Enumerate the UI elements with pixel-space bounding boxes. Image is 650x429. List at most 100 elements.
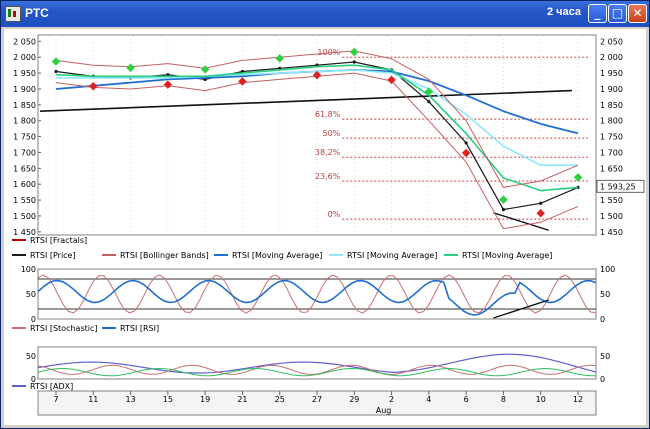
legend-label: RTSI [Bollinger Bands] — [120, 251, 209, 260]
fibonacci-level-label: 23,6% — [315, 172, 341, 181]
y-tick-label-right: 1 750 — [600, 133, 623, 142]
x-tick-label: 6 — [464, 395, 469, 404]
legend-label: RTSI [Moving Average] — [347, 251, 437, 260]
title-bar[interactable]: РТС 2 часа _ □ ✕ — [1, 1, 649, 27]
fractal-up-marker — [499, 195, 508, 204]
y-tick-label-left: 1 900 — [13, 85, 36, 94]
osc-tick-left: 0 — [31, 315, 36, 324]
y-tick-label-left: 1 550 — [13, 196, 36, 205]
y-tick-label-right: 2 050 — [600, 37, 623, 46]
x-tick-label: 8 — [501, 395, 506, 404]
x-tick-label: 4 — [426, 395, 431, 404]
adx-tick-left: 50 — [26, 352, 36, 361]
price-point — [464, 141, 468, 145]
x-tick-label: 13 — [125, 395, 135, 404]
y-tick-label-right: 2 000 — [600, 53, 623, 62]
price-point — [166, 73, 170, 77]
legend-label: RTSI [Moving Average] — [232, 251, 322, 260]
x-tick-label: 29 — [349, 395, 359, 404]
price-point — [54, 69, 58, 74]
fractal-down-marker — [461, 148, 471, 158]
adx-line — [37, 353, 597, 374]
fractal-down-marker — [89, 82, 98, 91]
price-point — [539, 201, 543, 205]
x-tick-label: 27 — [312, 395, 322, 404]
osc-tick-right: 100 — [600, 265, 615, 274]
x-tick-label: 25 — [275, 395, 285, 404]
last-price-box — [596, 179, 645, 193]
divergence-trendline — [493, 212, 549, 231]
fibonacci-level-label: 50% — [323, 129, 341, 138]
adx-tick-right: 50 — [600, 352, 610, 361]
y-tick-label-left: 2 050 — [13, 37, 36, 46]
price-point — [352, 60, 356, 64]
y-tick-label-left: 1 850 — [13, 101, 36, 110]
x-tick-label: 10 — [536, 395, 546, 404]
maximize-button[interactable]: □ — [608, 4, 627, 23]
y-tick-label-right: 1 650 — [600, 164, 623, 173]
stochastic-line — [37, 274, 597, 314]
price-point — [501, 208, 506, 212]
osc-tick-left: 100 — [21, 265, 36, 274]
y-tick-label-left: 1 750 — [13, 133, 36, 142]
window-title: РТС — [25, 6, 49, 20]
x-tick-label: 15 — [163, 395, 173, 404]
fibonacci-level-label: 0% — [328, 210, 341, 219]
adx-di-plus-line — [37, 367, 597, 377]
close-button[interactable]: ✕ — [628, 4, 647, 23]
y-tick-label-left: 1 450 — [13, 228, 36, 237]
legend-label: RTSI [Fractals] — [30, 236, 87, 245]
fractal-up-marker — [126, 63, 135, 73]
y-tick-label-left: 1 700 — [13, 148, 36, 157]
timeframe-label: 2 часа — [546, 6, 581, 18]
osc-tick-right: 50 — [600, 290, 610, 299]
chart-app-icon — [5, 6, 21, 22]
fractal-up-marker — [275, 54, 284, 63]
y-tick-label-left: 1 600 — [13, 180, 36, 189]
x-tick-label: 11 — [88, 395, 98, 404]
price-point — [427, 100, 431, 104]
fractal-down-marker — [387, 75, 396, 85]
fractal-up-marker — [424, 87, 434, 96]
x-axis-month-label: Aug — [376, 406, 392, 415]
osc-tick-left: 50 — [26, 290, 36, 299]
x-tick-label: 19 — [200, 395, 210, 404]
legend-label: RTSI [Stochastic] — [30, 324, 98, 333]
bollinger-upper-line — [55, 50, 579, 188]
y-tick-label-left: 2 000 — [13, 53, 36, 62]
y-tick-label-right: 1 500 — [600, 212, 623, 221]
x-tick-label: 7 — [53, 395, 58, 404]
x-tick-label: 2 — [389, 395, 394, 404]
legend-label: RTSI [RSI] — [120, 324, 159, 333]
osc-tick-right: 0 — [600, 315, 605, 324]
x-tick-label: 12 — [573, 395, 583, 404]
fractal-down-marker — [238, 77, 247, 86]
legend-label: RTSI [Moving Average] — [462, 251, 552, 260]
adx-tick-left: 0 — [31, 375, 36, 384]
series-line-moving-average-3 — [55, 64, 579, 192]
y-tick-label-right: 1 550 — [600, 196, 623, 205]
fibonacci-level-label: 61,8% — [315, 110, 341, 119]
fractal-up-marker — [350, 47, 359, 57]
y-tick-label-right: 1 900 — [600, 85, 623, 94]
fibonacci-level-label: 38,2% — [315, 148, 341, 157]
y-tick-label-left: 1 500 — [13, 212, 36, 221]
x-tick-label: 21 — [237, 395, 247, 404]
support-trendline — [39, 89, 573, 112]
fractal-down-marker — [312, 70, 322, 80]
chart-area: 2 050 2 050 2 000 2 000 1 950 1 950 1 900 1 900… — [4, 29, 646, 425]
adx-tick-right: 0 — [600, 375, 605, 384]
legend-label: RTSI [ADX] — [30, 382, 73, 391]
minimize-button[interactable]: _ — [588, 4, 607, 23]
y-tick-label-right: 1 450 — [600, 228, 623, 237]
y-tick-label-right: 1 700 — [600, 148, 623, 157]
legend-label: RTSI [Price] — [30, 251, 76, 260]
y-tick-label-right: 1 800 — [600, 117, 623, 126]
y-tick-label-right: 1 950 — [600, 69, 623, 78]
rsi-line — [37, 279, 597, 316]
y-tick-label-right: 1 850 — [600, 101, 623, 110]
y-tick-label-left: 1 650 — [13, 164, 36, 173]
y-tick-label-left: 1 800 — [13, 117, 36, 126]
